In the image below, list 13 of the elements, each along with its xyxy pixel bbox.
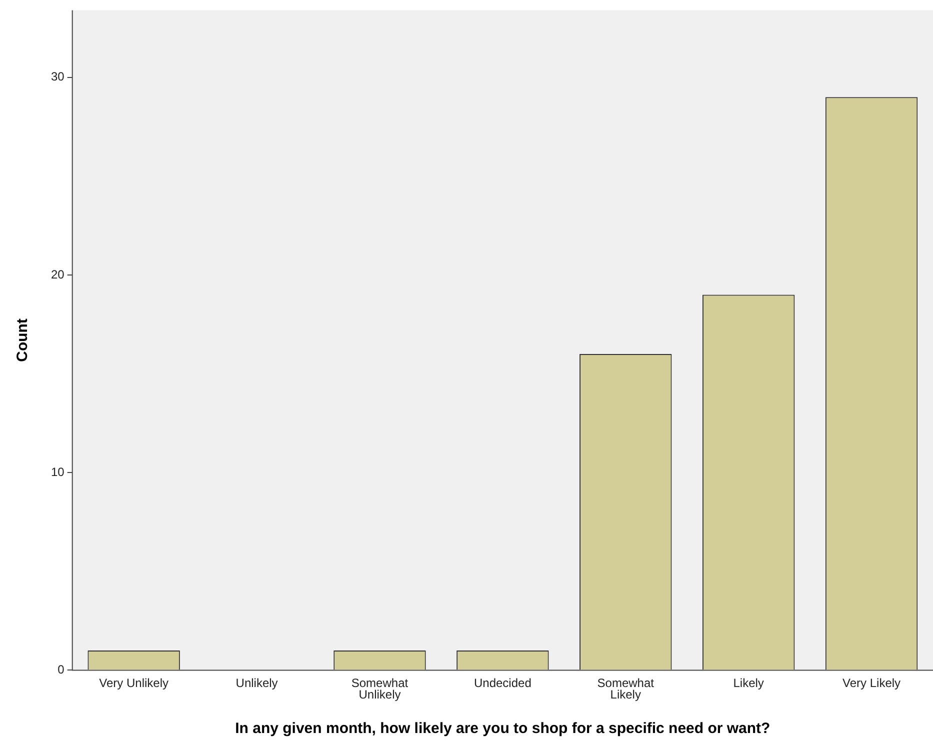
x-tick-label: Very Unlikely xyxy=(99,676,169,690)
y-tick-label: 30 xyxy=(50,70,65,84)
x-tick-label: Somewhat Likely xyxy=(597,676,655,702)
x-tick-label: Likely xyxy=(733,676,764,690)
x-tick-label: Somewhat Unlikely xyxy=(351,676,409,702)
x-tick-label: Undecided xyxy=(474,676,532,690)
y-tick-label: 10 xyxy=(50,464,65,479)
x-tick-label: Very Likely xyxy=(842,676,901,690)
y-axis-title: Count xyxy=(14,318,32,362)
x-tick-label: Unlikely xyxy=(236,676,278,690)
x-axis-title: In any given month, how likely are you to shop for a specific need or want? xyxy=(235,720,770,738)
y-tick-label: 0 xyxy=(58,662,65,677)
y-tick-label: 20 xyxy=(50,267,65,282)
